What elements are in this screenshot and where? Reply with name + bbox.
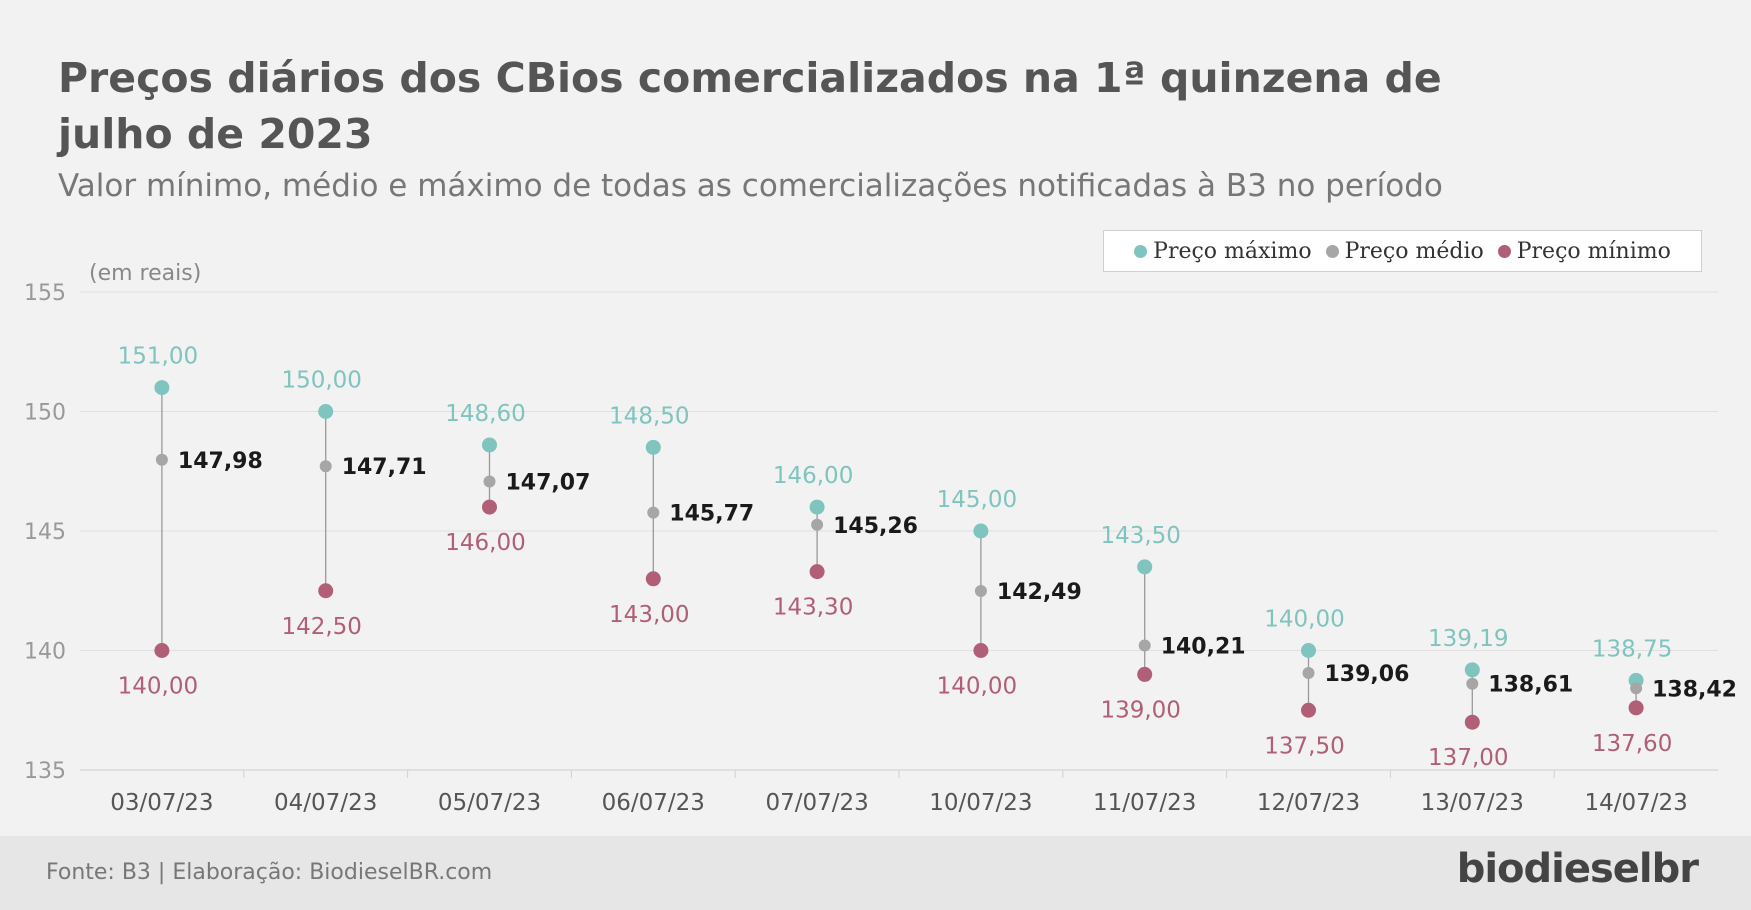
y-axis-label: (em reais) bbox=[89, 261, 201, 286]
y-tick-label: 145 bbox=[24, 520, 66, 545]
data-label-mean: 139,06 bbox=[1325, 662, 1410, 687]
point-mean bbox=[1138, 639, 1151, 652]
x-tick-label: 11/07/23 bbox=[1093, 790, 1196, 816]
y-tick-label: 150 bbox=[24, 401, 66, 426]
legend-dot-mean bbox=[1325, 244, 1339, 258]
point-min bbox=[154, 643, 170, 658]
x-tick-label: 12/07/23 bbox=[1257, 790, 1360, 816]
legend-dot-max bbox=[1134, 244, 1148, 258]
data-label-min: 140,00 bbox=[937, 674, 1017, 700]
point-max bbox=[645, 439, 661, 455]
data-label-min: 140,00 bbox=[118, 674, 198, 700]
point-min bbox=[318, 583, 334, 599]
point-min bbox=[1628, 700, 1644, 716]
source-note: Fonte: B3 | Elaboração: BiodieselBR.com bbox=[46, 860, 493, 885]
point-max bbox=[154, 380, 170, 396]
data-label-max: 138,75 bbox=[1592, 636, 1672, 662]
chart-title: Preços diários dos CBios comercializados… bbox=[58, 54, 1442, 158]
point-max bbox=[1464, 662, 1480, 678]
y-tick-label: 135 bbox=[24, 759, 66, 784]
data-label-min: 137,50 bbox=[1264, 733, 1344, 759]
point-mean bbox=[1630, 682, 1643, 695]
data-label-max: 139,19 bbox=[1428, 626, 1508, 652]
data-label-min: 143,00 bbox=[609, 602, 689, 628]
data-label-max: 140,00 bbox=[1264, 607, 1344, 633]
data-label-max: 145,00 bbox=[937, 487, 1017, 513]
point-mean bbox=[319, 460, 332, 473]
data-label-max: 148,60 bbox=[445, 401, 525, 427]
data-label-min: 137,60 bbox=[1592, 731, 1672, 757]
point-min bbox=[809, 564, 825, 580]
x-tick-label: 07/07/23 bbox=[765, 790, 868, 816]
x-tick-label: 14/07/23 bbox=[1584, 790, 1687, 816]
x-tick-label: 03/07/23 bbox=[110, 790, 213, 816]
data-label-mean: 147,71 bbox=[342, 455, 427, 480]
data-label-max: 146,00 bbox=[773, 463, 853, 489]
chart-subtitle: Valor mínimo, médio e máximo de todas as… bbox=[58, 168, 1443, 204]
legend-label-mean: Preço médio bbox=[1344, 238, 1484, 264]
x-tick-label: 10/07/23 bbox=[929, 790, 1032, 816]
data-label-min: 139,00 bbox=[1100, 697, 1180, 723]
legend-label-min: Preço mínimo bbox=[1516, 238, 1671, 264]
point-min bbox=[1301, 702, 1316, 718]
point-min bbox=[1464, 714, 1480, 730]
point-max bbox=[1137, 559, 1153, 575]
legend-item-max: Preço máximo bbox=[1134, 238, 1312, 264]
x-tick-label: 05/07/23 bbox=[438, 790, 541, 816]
data-label-min: 146,00 bbox=[445, 530, 525, 556]
chart-legend: Preço máximo Preço médio Preço mínimo bbox=[1103, 230, 1702, 272]
legend-dot-min bbox=[1497, 244, 1511, 258]
data-label-mean: 140,21 bbox=[1161, 634, 1246, 659]
data-label-max: 150,00 bbox=[281, 368, 361, 394]
point-mean bbox=[1302, 666, 1315, 679]
point-min bbox=[645, 571, 661, 587]
data-label-mean: 138,61 bbox=[1488, 673, 1573, 698]
point-max bbox=[318, 404, 334, 419]
x-tick-label: 13/07/23 bbox=[1421, 790, 1524, 816]
point-mean bbox=[974, 584, 987, 597]
y-tick-label: 155 bbox=[24, 281, 66, 306]
data-label-mean: 145,77 bbox=[669, 502, 754, 527]
data-label-mean: 145,26 bbox=[833, 514, 918, 539]
data-label-mean: 147,07 bbox=[506, 471, 591, 496]
data-label-max: 143,50 bbox=[1100, 523, 1180, 549]
point-max bbox=[482, 437, 497, 453]
x-tick-label: 06/07/23 bbox=[602, 790, 705, 816]
point-mean bbox=[811, 518, 824, 531]
x-tick-label: 04/07/23 bbox=[274, 790, 377, 816]
point-min bbox=[973, 643, 989, 658]
data-label-mean: 138,42 bbox=[1652, 677, 1737, 702]
data-label-min: 137,00 bbox=[1428, 745, 1508, 771]
footer: Fonte: B3 | Elaboração: BiodieselBR.com … bbox=[0, 836, 1751, 910]
brand-logo: biodieselbr bbox=[1456, 846, 1699, 892]
point-min bbox=[482, 499, 497, 515]
data-label-max: 151,00 bbox=[118, 344, 198, 370]
legend-label-max: Preço máximo bbox=[1153, 238, 1312, 264]
point-max bbox=[973, 523, 989, 539]
point-mean bbox=[155, 453, 168, 466]
legend-item-mean: Preço médio bbox=[1325, 238, 1484, 264]
data-label-mean: 142,49 bbox=[997, 580, 1082, 605]
legend-item-min: Preço mínimo bbox=[1497, 238, 1671, 264]
y-tick-label: 140 bbox=[24, 640, 66, 665]
data-label-min: 142,50 bbox=[281, 614, 361, 640]
point-mean bbox=[647, 506, 660, 519]
range-dot-chart: (em reais) 135 140 145 150 155 03/07/23 04/07/2… bbox=[24, 261, 1737, 816]
data-label-mean: 147,98 bbox=[178, 449, 263, 474]
point-mean bbox=[1466, 677, 1479, 690]
point-mean bbox=[483, 475, 496, 488]
data-label-max: 148,50 bbox=[609, 403, 689, 429]
data-label-min: 143,30 bbox=[773, 595, 853, 621]
point-max bbox=[809, 499, 825, 515]
point-min bbox=[1137, 666, 1153, 682]
point-max bbox=[1301, 643, 1316, 658]
